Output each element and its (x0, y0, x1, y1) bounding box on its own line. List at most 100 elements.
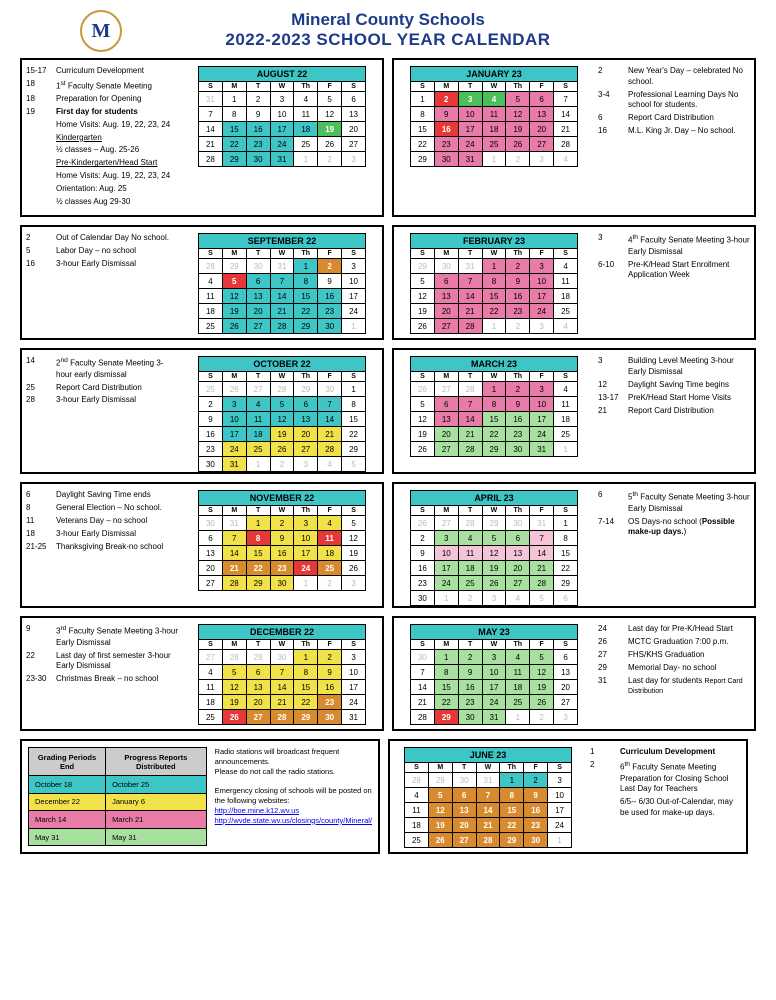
next-month-day: 4 (554, 152, 578, 167)
dow-header: S (342, 372, 366, 382)
event-text: Thanksgiving Break-no school (56, 542, 178, 553)
calendar-day: 16 (458, 680, 482, 695)
calendar-day: 25 (482, 137, 506, 152)
month-header: AUGUST 22 (199, 67, 366, 82)
event-text: First day for students (56, 107, 178, 118)
event-date: 29 (598, 663, 622, 674)
calendar-day: 12 (530, 665, 554, 680)
event-date: 7-14 (598, 517, 622, 539)
month-notes: 93rd Faculty Senate Meeting 3-hour Early… (22, 618, 182, 729)
event-text: ½ classes Aug 29-30 (56, 197, 178, 208)
grading-table: Grading Periods EndProgress Reports Dist… (28, 747, 207, 846)
prev-month-day: 31 (458, 259, 482, 274)
dow-header: F (530, 82, 554, 92)
event-text: Kindergarten (56, 133, 178, 144)
event-date: 28 (26, 395, 50, 406)
calendar-day: 16 (411, 561, 435, 576)
website-link-1[interactable]: http://boe.mine.k12.wv.us (215, 806, 300, 815)
dow-header: M (222, 372, 246, 382)
month-block: 142nd Faculty Senate Meeting 3-hour earl… (20, 348, 384, 474)
event-date (26, 158, 50, 169)
calendar-day: 10 (482, 665, 506, 680)
calendar-day: 8 (411, 107, 435, 122)
calendar-day: 31 (530, 442, 554, 457)
event-note: 27FHS/KHS Graduation (598, 650, 750, 661)
dow-header: W (482, 249, 506, 259)
dow-header: T (458, 249, 482, 259)
calendar-day: 24 (342, 695, 366, 710)
prev-month-day: 30 (434, 259, 458, 274)
event-date: 2 (26, 233, 50, 244)
calendar-day: 24 (458, 137, 482, 152)
event-note: 3Building Level Meeting 3-hour Early Dis… (598, 356, 750, 378)
calendar-day: 6 (246, 274, 270, 289)
calendar-day: 7 (554, 92, 578, 107)
event-date: 31 (598, 676, 622, 698)
calendar-day: 31 (458, 152, 482, 167)
dow-header: Th (294, 249, 318, 259)
calendar-day: 31 (482, 710, 506, 725)
calendar-day: 28 (270, 319, 294, 334)
calendar-day: 24 (342, 304, 366, 319)
calendar-day: 28 (530, 576, 554, 591)
calendar-day: 25 (458, 576, 482, 591)
event-text: New Year's Day – celebrated No school. (628, 66, 750, 88)
calendar-day: 23 (318, 304, 342, 319)
dow-header: Th (294, 372, 318, 382)
event-note: 163-hour Early Dismissal (26, 259, 178, 270)
next-month-day: 5 (342, 457, 366, 472)
calendar-day: 28 (458, 319, 482, 334)
calendar-day: 30 (411, 591, 435, 606)
calendar-day: 30 (199, 457, 223, 472)
calendar-day: 9 (458, 665, 482, 680)
event-date: 5 (26, 246, 50, 257)
calendar-day: 19 (411, 427, 435, 442)
event-text: Christmas Break – no school (56, 674, 178, 685)
month-notes: 34th Faculty Senate Meeting 3-hour Early… (594, 227, 754, 338)
calendar-day: 22 (222, 137, 246, 152)
prev-month-day: 29 (482, 516, 506, 531)
calendar-day: 18 (246, 427, 270, 442)
event-text: Preparation for Opening (56, 94, 178, 105)
calendar-day: 27 (506, 576, 530, 591)
next-month-day: 3 (554, 710, 578, 725)
calendar-day: 24 (294, 561, 318, 576)
dow-header: S (342, 82, 366, 92)
event-date: 13-17 (598, 393, 622, 404)
calendar-day: 9 (318, 665, 342, 680)
next-month-day: 1 (482, 152, 506, 167)
calendar-day: 9 (524, 788, 548, 803)
event-note: Pre-Kindergarten/Head Start (26, 158, 178, 169)
grading-cell: December 22 (29, 793, 106, 811)
event-date: 16 (598, 126, 622, 137)
event-note: 18Preparation for Opening (26, 94, 178, 105)
calendar-may-23: MAY 23SMTWThFS30123456789101112131415161… (410, 624, 578, 725)
event-text: General Election – No school. (56, 503, 178, 514)
website-link-2[interactable]: http://wvde.state.wv.us/closings/county/… (215, 816, 372, 825)
dow-header: S (554, 640, 578, 650)
calendar-day: 14 (458, 289, 482, 304)
event-note: 34th Faculty Senate Meeting 3-hour Early… (598, 233, 750, 257)
event-text: Labor Day – no school (56, 246, 178, 257)
calendar-day: 11 (199, 680, 223, 695)
dow-header: F (318, 506, 342, 516)
calendar-day: 14 (222, 546, 246, 561)
school-logo: M (80, 10, 122, 52)
calendar-day: 8 (246, 531, 270, 546)
calendar-day: 6 (199, 531, 223, 546)
event-note: Home Visits: Aug. 19, 22, 23, 24 (26, 171, 178, 182)
calendar-day: 20 (434, 427, 458, 442)
calendar-day: 21 (318, 427, 342, 442)
calendar-day: 17 (294, 546, 318, 561)
calendar-day: 14 (199, 122, 223, 137)
calendar-day: 12 (222, 680, 246, 695)
grading-header: Progress Reports Distributed (106, 748, 207, 776)
calendar-day: 11 (506, 665, 530, 680)
calendar-day: 1 (294, 650, 318, 665)
calendar-day: 8 (554, 531, 578, 546)
event-date: 26 (598, 637, 622, 648)
event-note: 3-4Professional Learning Days No school … (598, 90, 750, 112)
event-text: Building Level Meeting 3-hour Early Dism… (628, 356, 750, 378)
calendar-day: 29 (500, 833, 524, 848)
dow-header: S (411, 506, 435, 516)
